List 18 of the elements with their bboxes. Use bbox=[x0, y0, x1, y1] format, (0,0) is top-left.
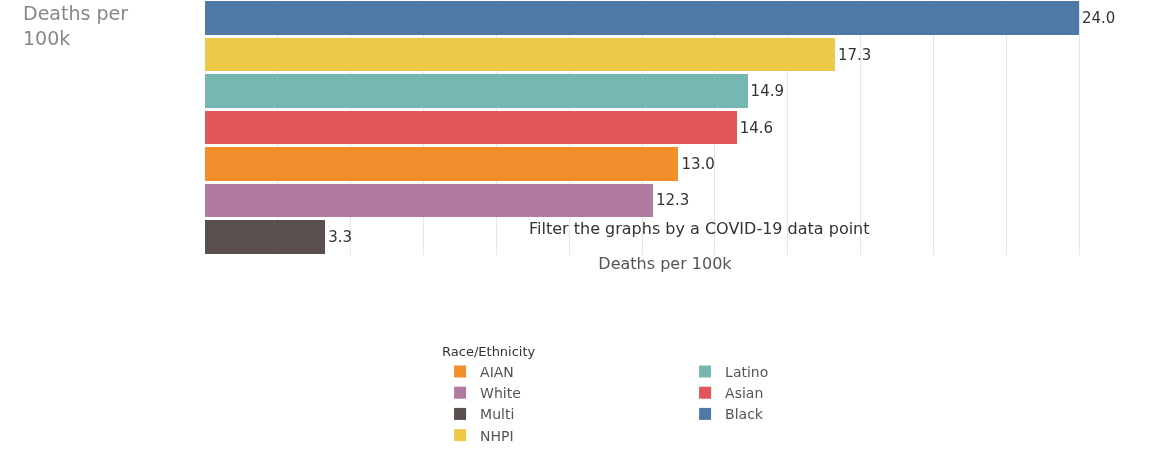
legend-label: Asian bbox=[725, 385, 764, 402]
legend-label: White bbox=[480, 385, 521, 402]
data-label: 14.9 bbox=[750, 82, 785, 101]
y-axis-title: Deaths per 100k bbox=[23, 2, 129, 49]
data-label: 12.3 bbox=[655, 191, 690, 210]
legend-label: Multi bbox=[480, 406, 515, 423]
legend-title: Race/Ethnicity bbox=[442, 343, 536, 359]
data-label: 17.3 bbox=[838, 45, 872, 64]
legend-label: Black bbox=[725, 406, 764, 423]
legend-label: AIAN bbox=[480, 363, 514, 380]
data-label: 3.3 bbox=[328, 227, 353, 246]
legend-label: NHPI bbox=[480, 427, 514, 444]
data-label: 13.0 bbox=[681, 154, 715, 173]
data-label: 14.6 bbox=[739, 118, 774, 137]
x-axis-title: Deaths per 100k bbox=[598, 253, 733, 273]
annotation: Filter the graphs by a COVID-19 data point bbox=[529, 219, 870, 238]
legend-label: Latino bbox=[725, 363, 769, 380]
data-label: 24.0 bbox=[1082, 9, 1116, 28]
